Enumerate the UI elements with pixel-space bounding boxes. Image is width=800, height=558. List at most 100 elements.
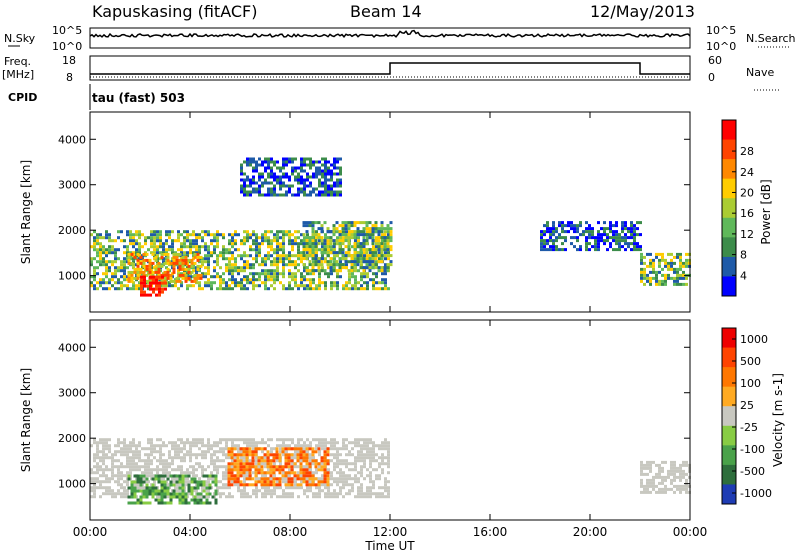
cpid-text: tau (fast) 503 (92, 91, 185, 105)
velocity-cell (366, 450, 369, 454)
power-cell (365, 242, 369, 246)
velocity-cell (169, 495, 173, 499)
power-cell (381, 239, 384, 243)
power-cell (348, 275, 351, 279)
power-cell (353, 224, 357, 228)
power-cell (147, 248, 150, 252)
power-cell (297, 287, 300, 291)
velocity-cell (230, 450, 234, 454)
power-cell (154, 258, 158, 262)
power-cell (252, 166, 255, 170)
power-cell (315, 187, 318, 191)
velocity-cell (661, 460, 664, 464)
velocity-cell (649, 460, 652, 464)
power-cell (374, 257, 378, 261)
power-cell (210, 287, 213, 291)
power-cell (591, 233, 594, 237)
power-cell (222, 281, 225, 285)
power-cell (359, 251, 363, 255)
power-cell (643, 270, 646, 274)
power-cell (309, 190, 312, 194)
power-cell (255, 233, 258, 237)
velocity-cell (254, 480, 258, 484)
power-cell (246, 287, 249, 291)
velocity-cell (174, 441, 177, 445)
power-cell (99, 281, 102, 285)
power-cell (285, 175, 288, 179)
velocity-cell (172, 483, 176, 487)
power-cell (329, 242, 333, 246)
velocity-cell (326, 462, 330, 466)
velocity-cell (305, 480, 309, 484)
velocity-cell (240, 456, 243, 460)
power-cell (183, 230, 186, 234)
velocity-cell (336, 459, 339, 463)
power-cell (139, 255, 143, 259)
power-cell (360, 275, 363, 279)
velocity-cell (123, 489, 126, 493)
power-cell (347, 242, 351, 246)
power-colorbar-swatch (722, 237, 736, 258)
power-cell (633, 233, 636, 237)
power-cell (664, 282, 667, 286)
nsearch-label: N.Search (746, 32, 796, 45)
velocity-cell (255, 459, 258, 463)
velocity-cell (315, 471, 318, 475)
power-cell (326, 230, 330, 234)
velocity-cell (144, 459, 147, 463)
velocity-colorbar-tick-label: -500 (740, 465, 765, 478)
velocity-cell (260, 468, 264, 472)
velocity-cell (132, 444, 135, 448)
velocity-cell (339, 477, 342, 481)
velocity-cell (138, 450, 141, 454)
power-cell (341, 233, 345, 237)
power-cell (273, 193, 276, 197)
power-cell (270, 175, 273, 179)
power-cell (138, 287, 141, 291)
power-cell (282, 160, 285, 164)
velocity-cell (213, 453, 216, 457)
velocity-cell (273, 492, 276, 496)
power-cell (321, 169, 324, 173)
power-cell (210, 281, 213, 285)
power-cell (309, 287, 312, 291)
power-cell (377, 239, 381, 243)
power-cell (193, 255, 197, 259)
power-cell (363, 254, 366, 258)
velocity-cell (93, 456, 96, 460)
power-cell (279, 178, 282, 182)
velocity-cell (180, 465, 183, 469)
power-cell (117, 236, 120, 240)
velocity-cell (230, 456, 234, 460)
power-cell (291, 193, 294, 197)
velocity-cell (640, 481, 643, 485)
velocity-colorbar-swatch (722, 406, 736, 427)
velocity-cell (242, 471, 246, 475)
power-cell (240, 178, 243, 182)
power-cell (288, 157, 291, 161)
velocity-cell (381, 495, 384, 499)
velocity-cell (157, 474, 161, 478)
velocity-cell (282, 477, 285, 481)
power-cell (183, 245, 186, 249)
velocity-cell (228, 495, 231, 499)
power-cell (335, 239, 339, 243)
power-cell (360, 260, 363, 264)
velocity-cell (360, 495, 363, 499)
power-cell (546, 224, 549, 228)
velocity-cell (342, 477, 345, 481)
power-colorbar-tick-label: 20 (740, 186, 754, 199)
power-cell (249, 236, 252, 240)
velocity-cell (309, 480, 312, 484)
velocity-cell (148, 492, 152, 496)
power-cell (350, 230, 354, 234)
velocity-cell (225, 474, 228, 478)
velocity-cell (228, 456, 231, 460)
power-cell (96, 251, 99, 255)
power-cell (300, 181, 303, 185)
velocity-cell (312, 462, 315, 466)
power-cell (639, 233, 642, 237)
power-cell (321, 184, 324, 188)
velocity-cell (145, 483, 149, 487)
power-cell (374, 248, 378, 252)
